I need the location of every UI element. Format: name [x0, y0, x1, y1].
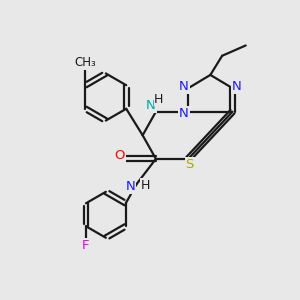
Text: CH₃: CH₃: [75, 56, 96, 69]
Text: N: N: [125, 180, 135, 193]
Text: H: H: [154, 93, 164, 106]
Text: S: S: [186, 158, 194, 171]
Text: N: N: [232, 80, 242, 93]
Text: N: N: [179, 80, 189, 93]
Text: N: N: [146, 99, 155, 112]
Text: F: F: [82, 239, 90, 253]
Text: H: H: [141, 179, 150, 192]
Text: N: N: [179, 107, 189, 120]
Text: O: O: [115, 149, 125, 162]
